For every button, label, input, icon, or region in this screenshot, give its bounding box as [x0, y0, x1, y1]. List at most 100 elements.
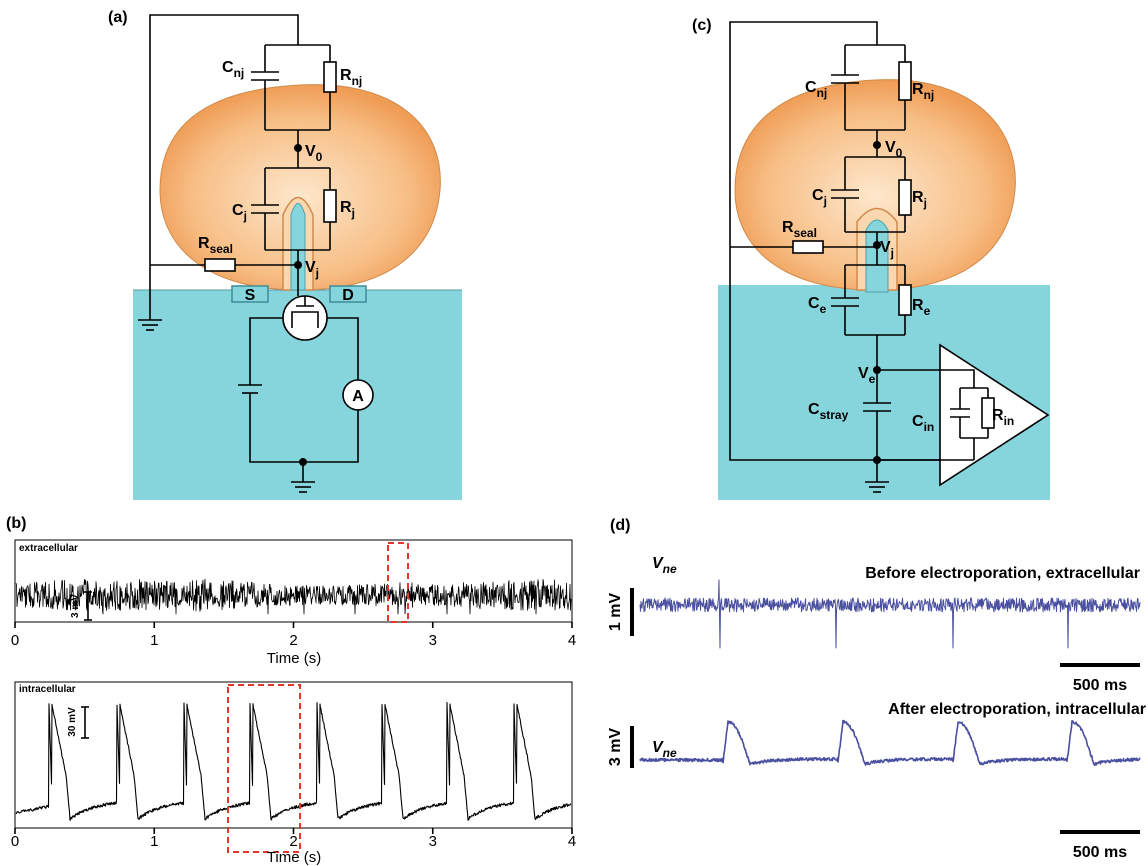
label-sub: j [823, 194, 827, 208]
label: (a) [108, 9, 128, 26]
label-main: R [198, 235, 210, 252]
label: (c) [692, 17, 712, 34]
label-sub: nj [817, 86, 828, 100]
label-main: V [305, 259, 316, 276]
label: intracellular [19, 684, 76, 695]
cap-gap [236, 385, 264, 393]
node [294, 144, 302, 152]
label: 0 [11, 632, 19, 649]
label-main: C [812, 187, 824, 204]
label-main: C [232, 202, 244, 219]
resistor [204, 258, 236, 272]
label: (b) [6, 515, 26, 532]
label-main: V [880, 239, 891, 256]
trace [639, 719, 1141, 766]
label: 4 [568, 833, 576, 850]
wire [877, 369, 989, 461]
node [294, 261, 302, 269]
label: Vne [652, 555, 677, 576]
drain-pad [329, 285, 367, 303]
label: After electroporation, intracellular [888, 701, 1146, 718]
wire [264, 167, 331, 296]
label-sub: 0 [316, 150, 323, 164]
label-main: V [305, 143, 316, 160]
label: Cnj [805, 79, 827, 100]
label-sub: in [924, 420, 935, 434]
label-main: V [652, 555, 664, 572]
wire [149, 14, 299, 320]
label: Rseal [782, 219, 817, 240]
label: Before electroporation, extracellular [865, 565, 1140, 582]
node [873, 241, 881, 249]
label-main: C [222, 59, 234, 76]
label: S [245, 287, 256, 304]
label: Cin [912, 413, 934, 434]
trace [15, 578, 572, 615]
label: 1 [150, 833, 158, 850]
capacitor-gap [251, 72, 279, 80]
label: 2 [289, 833, 297, 850]
label-sub: j [923, 196, 927, 210]
label: 1 mV [607, 593, 624, 632]
label: Cj [812, 187, 827, 208]
label: V0 [885, 139, 903, 160]
label: Vj [880, 239, 894, 260]
wire [729, 21, 940, 461]
label-sub: j [243, 209, 247, 223]
label: Time (s) [267, 650, 321, 667]
label: Rj [912, 189, 927, 210]
label: 1 [150, 632, 158, 649]
label-sub: ne [663, 562, 677, 576]
label-main: R [340, 67, 352, 84]
label-main: R [340, 199, 352, 216]
label-sub: ne [663, 746, 677, 760]
label-main: R [992, 407, 1004, 424]
label-main: V [858, 365, 869, 382]
label-sub: nj [924, 88, 935, 102]
label: 0 [11, 833, 19, 850]
plot-frame [14, 539, 573, 623]
label: Rj [340, 199, 355, 220]
label: 2 [289, 632, 297, 649]
label: Rseal [198, 235, 233, 256]
trace [639, 579, 1141, 649]
node [873, 456, 881, 464]
resistor [898, 61, 912, 101]
label: (d) [610, 517, 630, 534]
wire [844, 44, 906, 157]
label: Cnj [222, 59, 244, 80]
label: Rin [992, 407, 1014, 428]
label: extracellular [19, 543, 78, 554]
highlight [387, 542, 409, 623]
label-sub: seal [210, 242, 233, 256]
label-main: C [912, 413, 924, 430]
label-main: C [808, 401, 820, 418]
wire [264, 44, 331, 168]
label-sub: nj [352, 74, 363, 88]
label-sub: e [924, 304, 931, 318]
label-main: C [808, 295, 820, 312]
label-sub: e [820, 302, 827, 316]
wire [291, 296, 319, 328]
trace [15, 702, 572, 821]
label: 3 [429, 833, 437, 850]
label: 30 mV [67, 707, 78, 737]
label-sub: stray [820, 408, 849, 422]
label-sub: 0 [896, 146, 903, 160]
label-sub: nj [234, 66, 245, 80]
label-main: V [652, 739, 664, 756]
label: 3 mV [607, 728, 624, 767]
resistor [323, 189, 337, 223]
label: Vne [652, 739, 677, 760]
label: Re [912, 297, 931, 318]
label-main: R [912, 81, 924, 98]
label: A [352, 388, 364, 405]
label-sub: e [869, 372, 876, 386]
resistor [981, 397, 995, 429]
label-main: R [912, 297, 924, 314]
label-main: R [782, 219, 794, 236]
label: 3 mV [70, 594, 81, 618]
label-sub: j [315, 266, 319, 280]
label: Rnj [912, 81, 934, 102]
node [873, 141, 881, 149]
